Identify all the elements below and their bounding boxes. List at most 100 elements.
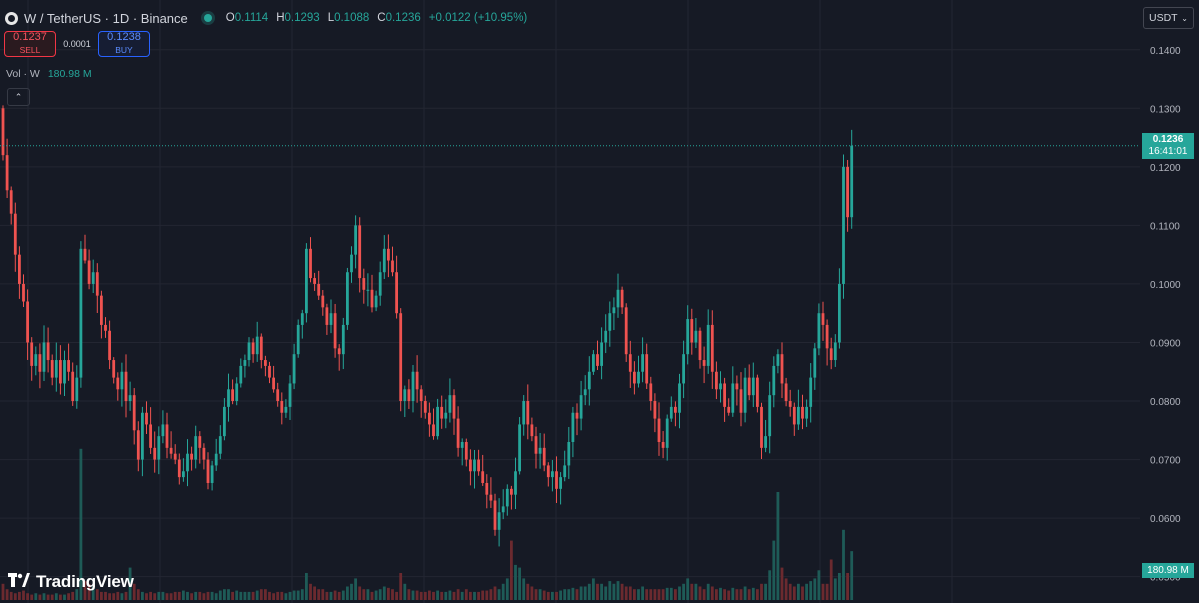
volume-bar <box>387 587 390 600</box>
candle-body <box>59 360 62 384</box>
volume-bar <box>141 591 144 600</box>
candle-body <box>157 436 161 460</box>
candle-body <box>735 383 739 390</box>
tradingview-logo[interactable]: TradingView <box>8 572 134 592</box>
candle-body <box>460 442 464 448</box>
currency-selector[interactable]: USDT ⌄ <box>1143 7 1194 29</box>
candle-body <box>842 166 845 284</box>
candle-body <box>104 324 107 331</box>
volume-bar <box>296 590 300 600</box>
volume-bar <box>514 564 517 600</box>
y-tick-label: 0.1000 <box>1150 280 1181 291</box>
volume-bar <box>715 589 718 600</box>
candle-body <box>440 406 444 419</box>
candle-body <box>575 412 579 419</box>
candle-body <box>743 377 747 413</box>
volume-bar <box>456 589 460 600</box>
volume-bar <box>157 591 161 600</box>
candle-body <box>497 512 501 530</box>
volume-bar <box>825 583 829 600</box>
volume-bar <box>259 589 263 600</box>
candle-body <box>477 459 480 472</box>
candle-body <box>727 406 731 413</box>
volume-bar <box>604 586 608 600</box>
candle-body <box>616 289 620 308</box>
candle-body <box>567 442 571 466</box>
candle-body <box>239 365 243 384</box>
candle-body <box>292 354 296 384</box>
volume-bar <box>571 587 575 600</box>
volume-bar <box>362 589 366 600</box>
candle-body <box>329 313 333 325</box>
volume-bar <box>452 591 456 600</box>
volume-bar <box>5 589 9 600</box>
candle-body <box>235 383 239 402</box>
volume-bar <box>653 589 657 600</box>
volume-bar <box>350 583 353 600</box>
candle-body <box>87 260 91 284</box>
volume-bar <box>645 589 649 600</box>
volume-bar <box>649 589 653 600</box>
candle-body <box>337 348 341 355</box>
candle-body <box>259 336 263 361</box>
market-status-icon[interactable] <box>203 14 212 22</box>
volume-bar <box>305 573 308 600</box>
volume-bar <box>551 591 554 600</box>
volume-bar <box>596 583 599 600</box>
volume-bar <box>124 591 128 600</box>
volume-bar <box>805 583 808 600</box>
volume-legend-name: Vol · W <box>6 68 40 80</box>
volume-bar <box>419 591 423 600</box>
volume-bar <box>1 583 5 600</box>
candle-body <box>124 371 128 402</box>
candle-body <box>202 447 206 460</box>
volume-bar <box>583 586 587 600</box>
volume-bar <box>276 591 280 600</box>
candle-body <box>776 354 780 366</box>
volume-bar <box>600 583 603 600</box>
candle-body <box>350 254 353 273</box>
volume-bar <box>801 586 804 600</box>
volume-bar <box>522 578 526 600</box>
symbol-title[interactable]: W / TetherUS · 1D · Binance <box>24 10 188 26</box>
candle-body <box>624 307 628 355</box>
volume-bar <box>518 567 521 600</box>
sell-button[interactable]: 0.1237 SELL <box>4 31 56 57</box>
y-tick-label: 0.0900 <box>1150 338 1181 349</box>
candle-body <box>22 283 25 302</box>
volume-bar <box>633 589 636 600</box>
volume-bar <box>292 590 296 600</box>
volume-bar <box>727 590 731 600</box>
volume-bar <box>38 594 42 600</box>
candle-body <box>850 145 854 218</box>
candle-body <box>514 471 517 495</box>
candle-body <box>243 360 247 366</box>
volume-bar <box>489 589 493 600</box>
volume-bar <box>842 529 845 600</box>
chevron-down-icon: ⌄ <box>1181 13 1188 23</box>
candle-body <box>628 354 632 372</box>
candle-body <box>419 389 423 402</box>
candle-body <box>407 389 411 402</box>
candle-body <box>358 225 362 279</box>
volume-bar <box>309 583 312 600</box>
y-tick-label: 0.1200 <box>1150 163 1181 174</box>
buy-button[interactable]: 0.1238 BUY <box>98 31 150 57</box>
candle-body <box>296 324 300 355</box>
volume-bar <box>42 593 46 600</box>
volume-bar <box>173 591 177 600</box>
candle-body <box>522 401 526 425</box>
volume-bar <box>247 591 251 600</box>
volume-bar <box>829 559 833 600</box>
candle-body <box>276 389 280 402</box>
candle-body <box>153 447 157 460</box>
volume-legend[interactable]: Vol · W 180.98 M <box>6 68 92 80</box>
volume-bar <box>616 581 620 600</box>
volume-bar <box>706 583 710 600</box>
volume-bar <box>136 589 140 600</box>
candle-body <box>30 342 34 366</box>
volume-bar <box>780 567 784 600</box>
candle-body <box>13 213 17 255</box>
collapse-legend-button[interactable]: ⌃ <box>7 88 30 106</box>
